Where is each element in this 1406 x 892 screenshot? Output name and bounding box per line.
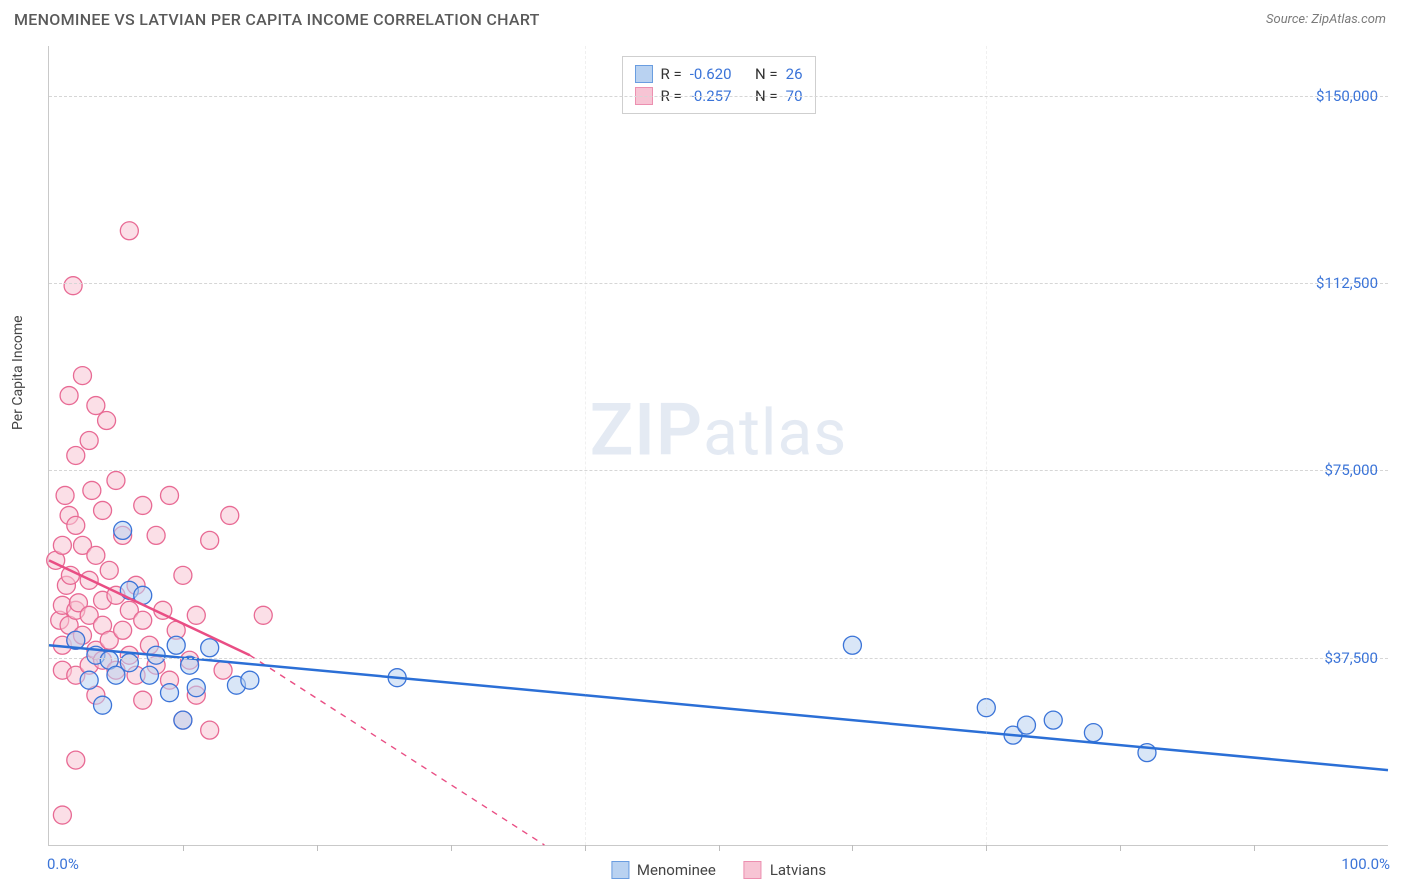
data-point [134, 611, 152, 629]
legend-label-latvians: Latvians [770, 861, 826, 879]
data-point [53, 536, 71, 554]
data-point [73, 367, 91, 385]
data-point [187, 679, 205, 697]
data-point [221, 506, 239, 524]
data-point [161, 486, 179, 504]
chart-title: MENOMINEE VS LATVIAN PER CAPITA INCOME C… [14, 10, 540, 29]
swatch-menominee [634, 65, 652, 83]
legend-swatch-latvians [744, 861, 762, 879]
data-point [80, 432, 98, 450]
data-point [67, 751, 85, 769]
data-point [67, 446, 85, 464]
gridline-h [49, 470, 1388, 471]
gridline-v [585, 46, 586, 845]
data-point [134, 691, 152, 709]
legend: Menominee Latvians [611, 861, 826, 879]
plot-area: ZIPatlas R = -0.620 N = 26 R = -0.257 N … [48, 46, 1388, 846]
data-point [254, 606, 272, 624]
data-point [1084, 724, 1102, 742]
data-point [53, 806, 71, 824]
chart-header: MENOMINEE VS LATVIAN PER CAPITA INCOME C… [0, 0, 1406, 35]
data-point [80, 671, 98, 689]
legend-label-menominee: Menominee [637, 861, 716, 879]
gridline-v [986, 46, 987, 845]
y-tick-label: $150,000 [1316, 87, 1378, 105]
data-point [94, 501, 112, 519]
y-tick-label: $75,000 [1324, 461, 1378, 479]
x-tick [1120, 845, 1121, 851]
data-point [56, 486, 74, 504]
data-point [87, 546, 105, 564]
data-point [201, 531, 219, 549]
data-point [843, 636, 861, 654]
data-point [87, 397, 105, 415]
x-tick [451, 845, 452, 851]
trend-line [49, 645, 1388, 770]
data-point [100, 561, 118, 579]
gridline-h [49, 658, 1388, 659]
x-tick [986, 845, 987, 851]
data-point [140, 666, 158, 684]
n-label: N = [755, 65, 778, 83]
data-point [60, 387, 78, 405]
r-value-menominee: -0.620 [690, 65, 732, 83]
data-point [187, 606, 205, 624]
y-tick-label: $112,500 [1316, 274, 1378, 292]
y-axis-label: Per Capita Income [10, 315, 26, 430]
data-point [107, 471, 125, 489]
source-attribution: Source: ZipAtlas.com [1266, 12, 1386, 27]
data-point [167, 636, 185, 654]
data-point [64, 277, 82, 295]
data-point [201, 721, 219, 739]
legend-item-latvians: Latvians [744, 861, 826, 879]
data-point [120, 654, 138, 672]
x-tick [1254, 845, 1255, 851]
data-point [241, 671, 259, 689]
data-point [214, 661, 232, 679]
y-tick-label: $37,500 [1324, 649, 1378, 667]
n-value-menominee: 26 [786, 65, 803, 83]
x-tick [183, 845, 184, 851]
data-point [114, 521, 132, 539]
data-point [83, 481, 101, 499]
data-point [114, 621, 132, 639]
data-point [201, 639, 219, 657]
data-point [98, 412, 116, 430]
data-point [94, 696, 112, 714]
x-tick [317, 845, 318, 851]
correlation-stats-box: R = -0.620 N = 26 R = -0.257 N = 70 [621, 56, 815, 114]
r-label: R = [660, 65, 681, 83]
legend-swatch-menominee [611, 861, 629, 879]
x-tick [852, 845, 853, 851]
data-point [161, 684, 179, 702]
x-axis-max-label: 100.0% [1341, 855, 1390, 873]
stats-row-menominee: R = -0.620 N = 26 [634, 63, 802, 85]
x-tick [719, 845, 720, 851]
data-point [134, 496, 152, 514]
data-point [67, 516, 85, 534]
data-point [61, 566, 79, 584]
data-point [1044, 711, 1062, 729]
x-tick [585, 845, 586, 851]
data-point [1017, 716, 1035, 734]
data-point [174, 566, 192, 584]
x-axis-min-label: 0.0% [47, 855, 79, 873]
scatter-svg [49, 46, 1388, 845]
data-point [120, 222, 138, 240]
data-point [174, 711, 192, 729]
data-point [147, 526, 165, 544]
gridline-h [49, 283, 1388, 284]
gridline-h [49, 96, 1388, 97]
legend-item-menominee: Menominee [611, 861, 716, 879]
